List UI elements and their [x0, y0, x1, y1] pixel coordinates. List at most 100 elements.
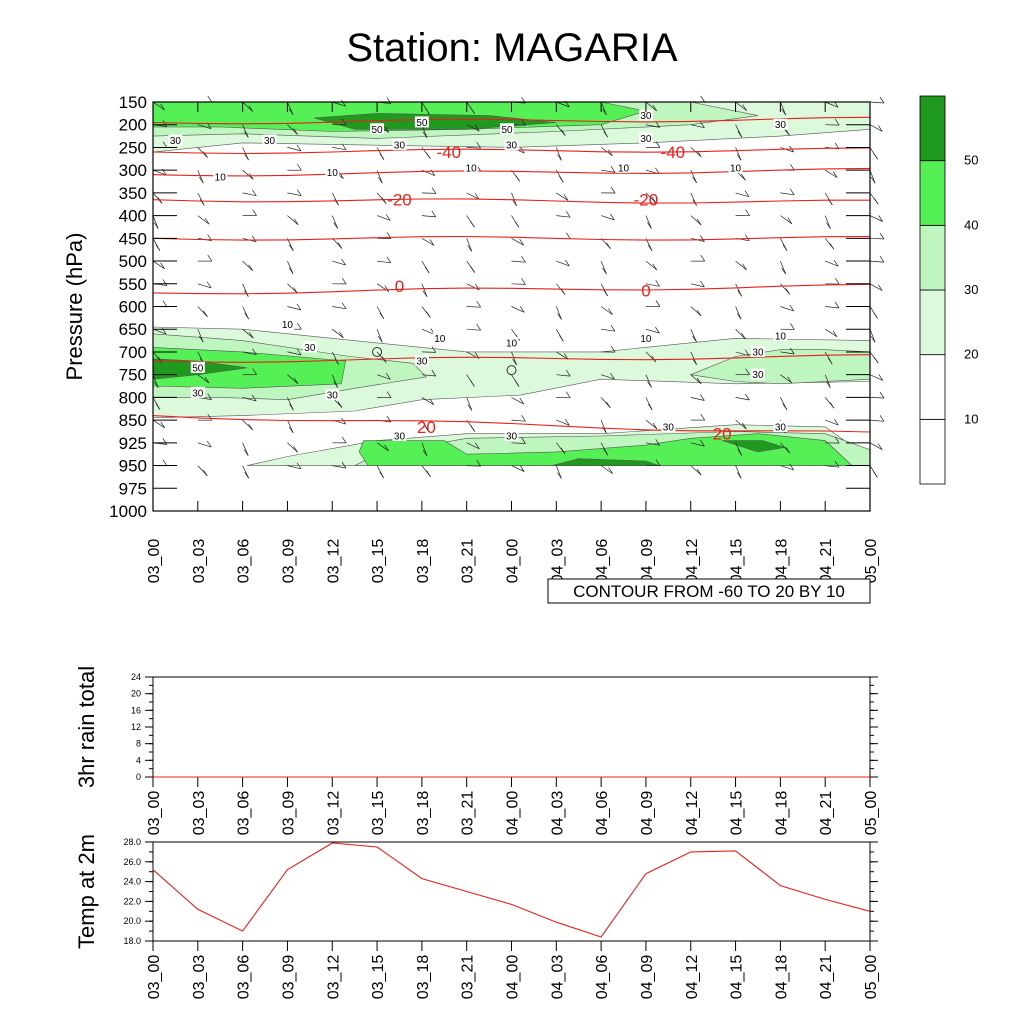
wind-barb — [869, 124, 883, 132]
wind-label-bg — [168, 134, 183, 146]
time-tick-label: 04_21 — [818, 539, 835, 584]
wind-barb — [421, 192, 436, 194]
temp2m-y-tick-label: 20.0 — [123, 916, 141, 926]
wind-barb-feather — [647, 222, 652, 229]
wind-barb-feather — [877, 443, 883, 450]
wind-barb-feather — [870, 177, 876, 184]
wind-label-bg — [661, 420, 676, 432]
rain-x-tick-label: 04_00 — [505, 791, 522, 836]
wind-barb-feather — [341, 302, 347, 309]
rain-x-tick-label: 03_03 — [191, 791, 208, 836]
wind-barb-feather — [744, 190, 750, 197]
wind-barb — [556, 192, 569, 201]
wind-barb — [287, 260, 294, 274]
wind-barb — [690, 306, 702, 317]
wind-barb — [869, 329, 876, 343]
wind-barb-feather — [431, 346, 437, 353]
wind-barb-feather — [700, 394, 705, 401]
time-tick-label: 04_09 — [639, 539, 656, 584]
wind-barb-feather — [557, 154, 562, 161]
wind-label-bg — [262, 134, 277, 146]
marker-circle — [506, 365, 517, 376]
wind-barb — [645, 192, 657, 204]
wind-barb-feather — [341, 461, 347, 469]
wind-label-bg — [616, 161, 631, 173]
wind-barb — [152, 328, 167, 335]
pressure-tick-label: 600 — [119, 298, 147, 317]
wind-barb-feather — [422, 290, 428, 297]
wind-barb-feather — [519, 239, 524, 246]
wind-barb-feather — [610, 372, 615, 380]
wind-barb — [556, 374, 571, 377]
wind-barb-feather — [696, 468, 702, 476]
rain-x-tick-label: 04_18 — [773, 791, 790, 836]
wind-barb-feather — [337, 242, 343, 249]
wind-label-bg — [773, 330, 788, 342]
temperature-contour — [152, 198, 870, 204]
wind-barb-feather — [655, 121, 660, 128]
wind-barb — [869, 215, 883, 222]
wind-barb-feather — [379, 471, 384, 479]
wind-barb-feather — [514, 221, 520, 228]
wind-barb — [511, 260, 526, 263]
rain-y-axis-title: 3hr rain total — [74, 666, 99, 788]
wind-barb-feather — [879, 255, 885, 263]
wind-barb-feather — [252, 209, 257, 216]
wind-barb-feather — [787, 217, 793, 224]
wind-barb-feather — [565, 369, 571, 377]
wind-barb — [511, 306, 525, 313]
wind-barb-feather — [789, 347, 795, 355]
wind-barb — [735, 101, 747, 111]
temp2m-x-tick-label: 04_09 — [639, 955, 656, 1000]
wind-barb-feather — [296, 348, 302, 356]
wind-barb-feather — [782, 244, 788, 251]
pressure-tick-label: 975 — [119, 479, 147, 498]
wind-barb-feather — [651, 355, 657, 363]
wind-label-bg — [432, 332, 447, 344]
wind-contour-label: 30 — [304, 343, 316, 354]
wind-barb — [511, 237, 524, 246]
wind-barb-feather — [873, 198, 879, 205]
wind-contour-label: 10 — [775, 332, 787, 343]
wind-barb-feather — [429, 398, 435, 405]
wind-label-bg — [370, 123, 385, 135]
wind-barb-feather — [341, 258, 346, 266]
wind-barb-feather — [603, 449, 609, 456]
pressure-tick-label: 925 — [119, 434, 147, 453]
wind-barb-feather — [790, 323, 795, 330]
wind-barb-feather — [424, 107, 430, 115]
wind-barb — [287, 465, 302, 470]
wind-barb-feather — [153, 381, 159, 388]
wind-barb-feather — [206, 281, 212, 289]
rain-x-tick-label: 03_00 — [146, 791, 163, 836]
wind-barb-feather — [203, 151, 208, 158]
colorbar-swatch — [919, 289, 946, 356]
wind-barb-feather — [834, 118, 840, 126]
wind-barb — [690, 374, 702, 385]
wind-label-bg — [638, 109, 653, 121]
pressure-tick-label: 750 — [119, 366, 147, 385]
wind-barb-feather — [296, 189, 302, 196]
temperature-contour-label: 0 — [641, 282, 650, 301]
wind-barb — [242, 351, 257, 356]
pressure-tick-label: 950 — [119, 457, 147, 476]
wind-barb-feather — [243, 449, 249, 456]
wind-barb-feather — [162, 438, 168, 445]
wind-barb-feather — [521, 437, 526, 444]
rain-y-tick-label: 4 — [136, 755, 141, 765]
wind-barb — [735, 465, 742, 479]
pressure-tick-label: 700 — [119, 343, 147, 362]
wind-barb — [421, 351, 436, 353]
wind-barb-feather — [475, 283, 480, 291]
wind-barb-feather — [424, 266, 430, 274]
wind-barb — [600, 306, 613, 315]
wind-barb-feather — [781, 108, 786, 116]
wind-contour-label: 30 — [506, 432, 518, 443]
contour-note-text: CONTOUR FROM -60 TO 20 BY 10 — [573, 582, 845, 601]
wind-barb — [466, 283, 480, 291]
wind-barb-feather — [602, 108, 607, 116]
wind-barb-feather — [515, 175, 521, 182]
wind-barb — [869, 442, 883, 451]
wind-barb — [287, 374, 299, 385]
wind-barb-feather — [519, 306, 525, 313]
